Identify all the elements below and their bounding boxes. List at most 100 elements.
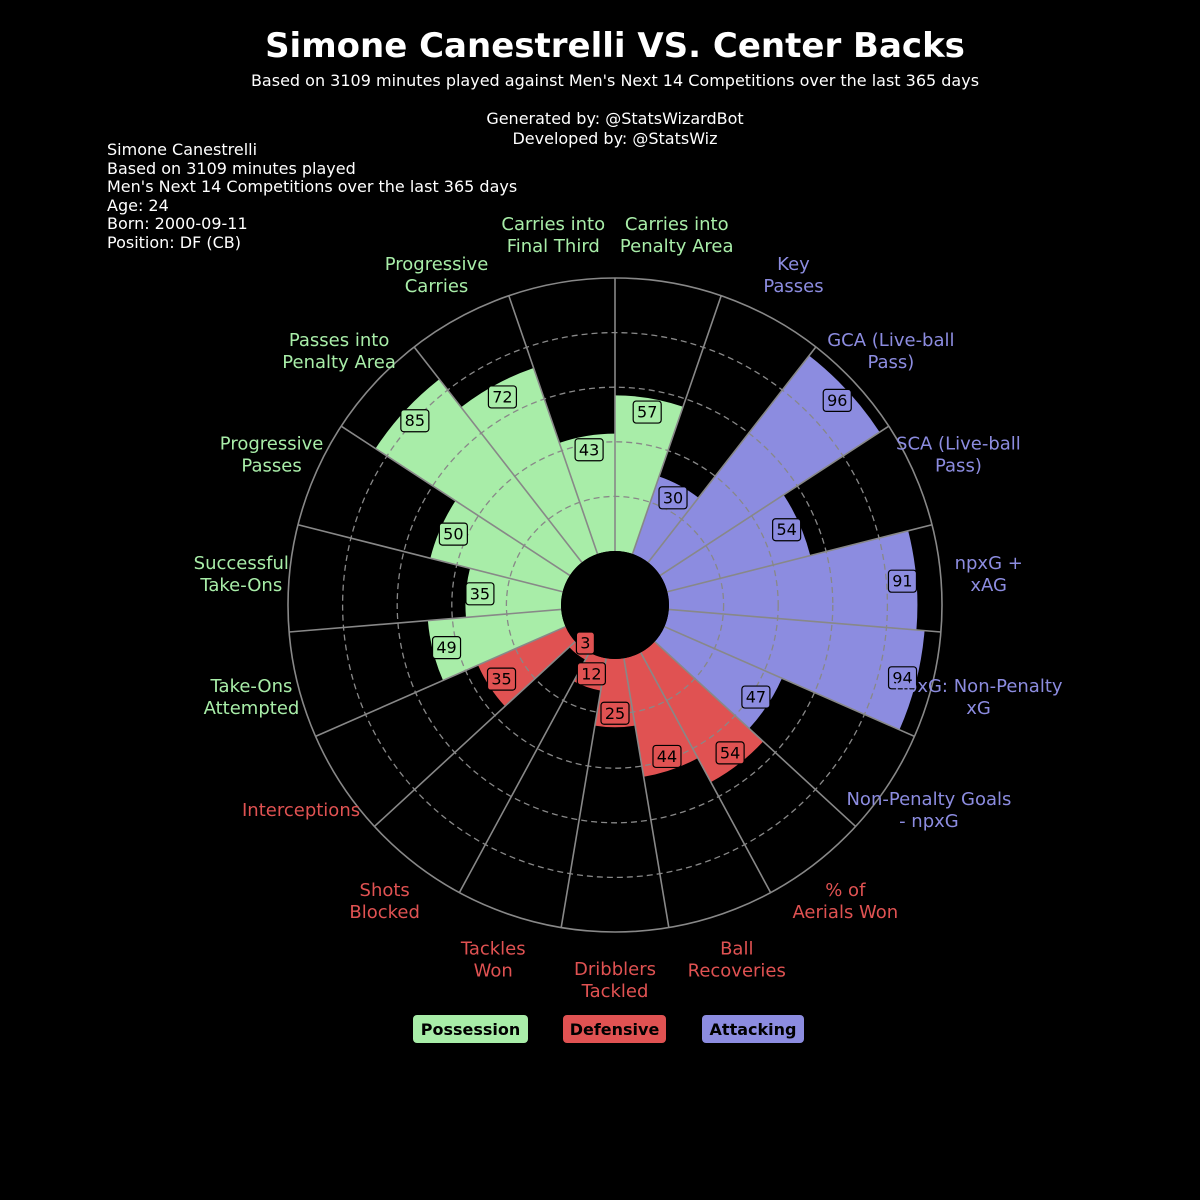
value-label-sca-live-ball-pass: 54 — [772, 518, 802, 542]
spoke-7 — [654, 640, 857, 828]
category-label-dribblers-tackled: Dribblers Tackled — [574, 959, 656, 1002]
category-label-ball-recoveries: Ball Recoveries — [688, 939, 786, 982]
legend-defensive-label: Defensive — [569, 1019, 660, 1039]
chart-subtitle: Based on 3109 minutes played against Men… — [250, 71, 980, 90]
svg-text:12: 12 — [581, 664, 601, 683]
player-info: Simone Canestrelli Based on 3109 minutes… — [107, 140, 518, 252]
spoke-11 — [458, 652, 591, 893]
value-label-gca-live-ball-pass: 96 — [822, 388, 852, 413]
svg-text:44: 44 — [657, 747, 677, 766]
spoke-9 — [623, 658, 670, 928]
svg-text:54: 54 — [720, 743, 740, 762]
spoke-2 — [647, 346, 817, 563]
svg-text:50: 50 — [443, 525, 463, 544]
spoke-4 — [667, 523, 933, 593]
value-label-npxg-non-penalty-xg: 94 — [887, 666, 918, 690]
bar-gca-live-ball-pass — [648, 355, 880, 576]
spoke-12 — [373, 640, 576, 828]
svg-text:57: 57 — [637, 403, 657, 422]
chart-title: Simone Canestrelli VS. Center Backs — [265, 26, 965, 66]
value-label-take-ons-attempted: 49 — [431, 636, 462, 660]
value-label-progressive-passes: 50 — [438, 522, 468, 546]
value-labels: 57 30 96 54 91 94 47 54 44 25 12 3 35 49 35 50 85 72 43 — [400, 385, 918, 769]
category-label-carries-into-final-third: Carries into Final Third — [501, 214, 605, 257]
value-label-carries-into-final-third: 43 — [574, 438, 604, 462]
bar-sca-live-ball-pass — [660, 494, 811, 592]
value-label-key-passes: 30 — [658, 486, 688, 510]
legend-possession: Possession — [413, 1015, 528, 1043]
svg-text:3: 3 — [580, 634, 590, 653]
credit-developed: Developed by: @StatsWiz — [512, 129, 718, 148]
value-label-progressive-carries: 72 — [487, 385, 518, 409]
category-label-non-penalty-goals-npxg: Non-Penalty Goals - npxG — [846, 789, 1011, 832]
category-label-npxg-xag: npxG + xAG — [955, 553, 1023, 596]
svg-text:54: 54 — [776, 520, 796, 539]
svg-text:47: 47 — [746, 688, 766, 707]
value-label-passes-into-penalty-area: 85 — [400, 409, 430, 433]
svg-text:96: 96 — [827, 391, 847, 410]
category-label-key-passes: Key Passes — [763, 254, 823, 297]
category-label-progressive-passes: Progressive Passes — [220, 433, 324, 476]
credit-generated: Generated by: @StatsWizardBot — [486, 109, 744, 128]
spoke-13 — [315, 625, 566, 738]
info-born: Born: 2000-09-11 — [107, 214, 248, 233]
value-label-carries-into-penalty-area: 57 — [632, 400, 662, 424]
category-label-shots-blocked: Shots Blocked — [349, 880, 420, 923]
credits: Generated by: @StatsWizardBot Developed … — [0, 109, 1200, 149]
spoke-18 — [508, 295, 599, 555]
value-label-ball-recoveries: 44 — [652, 744, 682, 769]
spoke-10 — [560, 658, 607, 928]
chart-bars — [375, 355, 925, 783]
legend-possession-label: Possession — [420, 1019, 521, 1039]
legend-attacking: Attacking — [702, 1015, 804, 1043]
svg-text:35: 35 — [470, 584, 490, 603]
bar-progressive-carries — [461, 368, 598, 563]
category-label-progressive-carries: Progressive Carries — [385, 254, 489, 297]
value-label-shots-blocked: 3 — [575, 631, 596, 655]
legend-attacking-label: Attacking — [709, 1019, 797, 1039]
svg-text:30: 30 — [663, 488, 683, 507]
category-label-take-ons-attempted: Take-Ons Attempted — [204, 676, 300, 719]
spoke-14 — [289, 608, 562, 633]
spoke-3 — [659, 425, 890, 577]
info-age: Age: 24 — [107, 195, 169, 215]
category-label-successful-take-ons: Successful Take-Ons — [194, 553, 289, 596]
info-player-name: Simone Canestrelli — [107, 140, 258, 159]
value-label-successful-take-ons: 35 — [465, 582, 495, 606]
spoke-1 — [631, 295, 722, 555]
svg-text:72: 72 — [492, 387, 512, 406]
value-label-dribblers-tackled: 25 — [600, 701, 630, 725]
value-label-interceptions: 35 — [486, 667, 517, 691]
category-label-passes-into-penalty-area: Passes into Penalty Area — [282, 330, 396, 373]
grid-ring-40 — [451, 441, 779, 769]
info-competition: Men's Next 14 Competitions over the last… — [107, 177, 518, 196]
spoke-16 — [340, 425, 571, 577]
legend-defensive: Defensive — [563, 1015, 666, 1043]
value-label-non-penalty-goals-npxg: 47 — [741, 685, 771, 709]
category-label-tackles-won: Tackles Won — [460, 939, 526, 982]
value-label-tackles-won: 12 — [576, 662, 606, 686]
chart-spokes — [289, 278, 941, 928]
svg-text:94: 94 — [892, 668, 912, 687]
spoke-6 — [664, 625, 915, 738]
svg-text:43: 43 — [579, 440, 599, 459]
bar-carries-into-final-third — [559, 433, 615, 554]
category-label-interceptions: Interceptions — [242, 800, 360, 821]
category-label-carries-into-penalty-area: Carries into Penalty Area — [620, 214, 734, 257]
value-label-of-aerials-won: 54 — [715, 741, 745, 765]
category-label-gca-live-ball-pass: GCA (Live-ball Pass) — [827, 330, 954, 373]
category-label-sca-live-ball-pass: SCA (Live-ball Pass) — [896, 433, 1021, 476]
svg-text:91: 91 — [892, 572, 912, 591]
value-label-npxg-xag: 91 — [887, 569, 918, 593]
category-label-of-aerials-won: % of Aerials Won — [792, 880, 898, 923]
svg-text:35: 35 — [491, 670, 511, 689]
bar-npxg-non-penalty-xg — [664, 609, 925, 730]
svg-text:25: 25 — [605, 704, 625, 723]
info-minutes: Based on 3109 minutes played — [107, 158, 356, 178]
spoke-17 — [413, 346, 583, 563]
bar-npxg-xag — [667, 530, 918, 630]
spoke-15 — [297, 523, 563, 593]
category-label-npxg-non-penalty-xg: npxG: Non-Penalty xG — [895, 676, 1063, 719]
